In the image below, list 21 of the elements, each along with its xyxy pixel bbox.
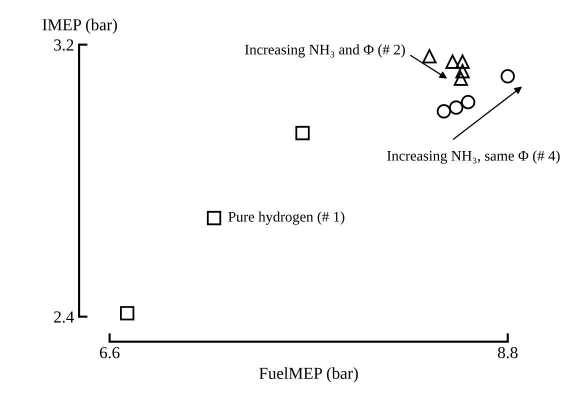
y-tick-label: 3.2	[54, 39, 74, 51]
annotation: Increasing NH₃, same Φ (# 4)	[387, 150, 560, 164]
point	[454, 72, 468, 86]
annotation: Increasing NH₃ and Φ (# 2)	[244, 44, 405, 58]
annotation: Pure hydrogen (# 1)	[228, 211, 344, 225]
point	[120, 306, 134, 320]
point	[500, 69, 515, 84]
point	[436, 104, 452, 118]
point	[449, 100, 464, 115]
point	[460, 94, 476, 110]
point	[206, 210, 222, 226]
point	[295, 126, 310, 140]
point	[445, 54, 460, 69]
y-axis-title: IMEP (bar)	[42, 18, 117, 34]
x-tick-label: 6.6	[100, 347, 120, 358]
point	[455, 54, 470, 69]
x-axis-title: FuelMEP (bar)	[259, 367, 358, 382]
x-tick-label: 8.8	[498, 347, 518, 358]
point	[455, 64, 470, 78]
point	[422, 49, 437, 64]
y-tick-label: 2.4	[54, 311, 74, 323]
